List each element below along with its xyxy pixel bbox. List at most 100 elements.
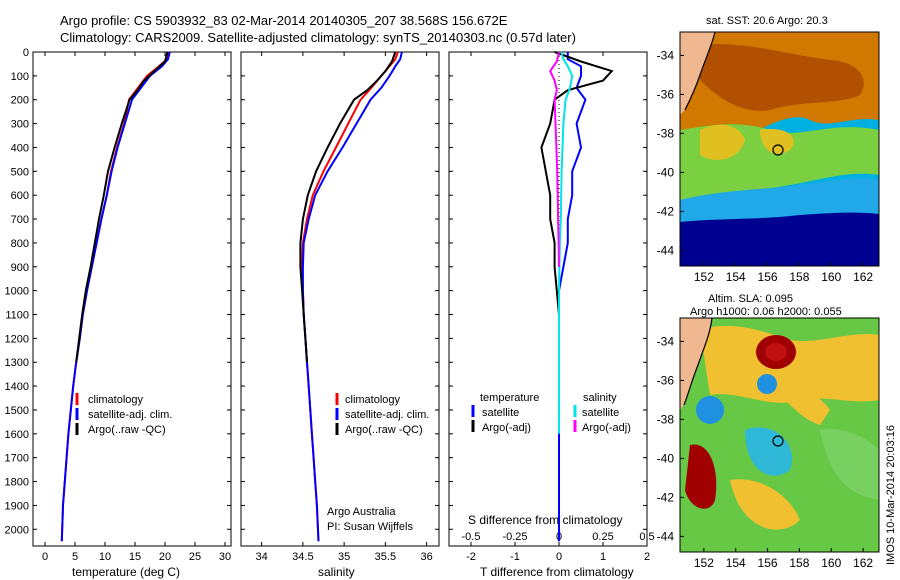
x-tick-label: 35.5	[375, 551, 396, 563]
series-line-argo-raw-qc-	[299, 51, 397, 363]
map-x-tick-label: 156	[758, 270, 778, 284]
legend-label-climatology: climatology	[88, 394, 144, 406]
y-tick-label: 500	[11, 166, 29, 178]
x-tick-label: 20	[159, 551, 171, 563]
map-x-tick-label: 158	[789, 270, 809, 284]
map-x-tick-label: 162	[853, 270, 873, 284]
legend-label-t-satellite: satellite	[482, 407, 519, 419]
map-y-tick-label: -40	[657, 451, 675, 465]
map-x-tick-label: 154	[726, 270, 746, 284]
map-x-tick-label: 152	[694, 556, 714, 570]
sla-map-axes: 152 154 156 158 160 162 -34 -36 -38 -40 -42 -44	[657, 334, 874, 570]
y-tick-label: 200	[11, 95, 29, 107]
salinity-legend: climatology satellite-adj. clim. Argo(..…	[327, 393, 429, 533]
temperature-xlabel: temperature (deg C)	[72, 565, 180, 579]
map-x-tick-label: 160	[821, 556, 841, 570]
series-line-temperature-satellite	[558, 52, 587, 542]
y-tick-label: 1400	[5, 381, 29, 393]
side-timestamp-label: IMOS 10-Mar-2014 20:03:16	[885, 425, 897, 565]
x-tick-label: 34.5	[292, 551, 313, 563]
difference-xlabel: T difference from climatology	[480, 565, 634, 579]
salinity-panel-frame	[240, 51, 440, 547]
sla-map-frame	[679, 317, 880, 553]
legend-label-argo: Argo(..raw -QC)	[345, 424, 423, 436]
map-x-tick-label: 160	[821, 270, 841, 284]
x-tick-label: 1	[600, 551, 606, 563]
legend-label-s-argo: Argo(-adj)	[582, 422, 631, 434]
y-tick-label: 1900	[5, 500, 29, 512]
map-x-tick-label: 154	[726, 556, 746, 570]
map-y-tick-label: -34	[657, 48, 675, 62]
x-tick-label: 36	[421, 551, 433, 563]
y-tick-label: 900	[11, 262, 29, 274]
x-tick-label: 25	[189, 551, 201, 563]
series-line-satellite-adj-clim-	[60, 51, 171, 542]
map-y-tick-label: -42	[657, 204, 675, 218]
y-tick-label: 100	[11, 71, 29, 83]
legend-header-salinity: salinity	[583, 392, 617, 404]
temperature-panel-frame	[32, 51, 232, 547]
y-tick-label: 1500	[5, 405, 29, 417]
x-tick-label: -2	[466, 551, 476, 563]
y-tick-label: 1800	[5, 477, 29, 489]
map-y-tick-label: -36	[657, 373, 675, 387]
legend-label-t-argo: Argo(-adj)	[482, 422, 531, 434]
legend-header-temperature: temperature	[480, 392, 539, 404]
x-tick-label: 15	[129, 551, 141, 563]
map-x-tick-label: 162	[853, 556, 873, 570]
header-title-line1: Argo profile: CS 5903932_83 02-Mar-2014 …	[60, 13, 508, 28]
y-tick-label: 1000	[5, 286, 29, 298]
map-x-tick-label: 158	[789, 556, 809, 570]
pi-label: PI: Susan Wijffels	[327, 521, 413, 533]
y-tick-label: 1700	[5, 453, 29, 465]
x-tick-label: 30	[219, 551, 231, 563]
difference-legend: temperature salinity satellite Argo(-adj…	[471, 392, 631, 434]
y-tick-label: 700	[11, 214, 29, 226]
sst-map-axes: 152 154 156 158 160 162 -34 -36 -38 -40 -42 -44	[657, 48, 874, 284]
x-tick-label: 35	[338, 551, 350, 563]
y-tick-label: 1200	[5, 333, 29, 345]
x-tick-label: 34	[256, 551, 268, 563]
sla-map-title-2: Argo h1000: 0.06 h2000: 0.055	[690, 306, 842, 318]
header-title-line2: Climatology: CARS2009. Satellite-adjuste…	[60, 30, 576, 45]
map-y-tick-label: -44	[657, 529, 675, 543]
map-y-tick-label: -42	[657, 490, 675, 504]
map-y-tick-label: -44	[657, 243, 675, 257]
temperature-legend: climatology satellite-adj. clim. Argo(..…	[75, 393, 172, 436]
x-tick-label: 2	[644, 551, 650, 563]
top-tick-label: -0.5	[462, 531, 481, 543]
sla-map-image	[680, 318, 879, 552]
map-x-tick-label: 156	[758, 556, 778, 570]
series-line-salinity-argo-adj-	[549, 51, 560, 267]
series-line-climatology	[60, 51, 170, 542]
top-tick-label: 0.25	[592, 531, 613, 543]
y-tick-label: 400	[11, 142, 29, 154]
sst-map-image	[680, 32, 879, 266]
legend-label-satellite: satellite-adj. clim.	[88, 409, 172, 421]
y-tick-label: 800	[11, 238, 29, 250]
sla-map-title-1: Altim. SLA: 0.095	[708, 293, 793, 305]
x-tick-label: 10	[99, 551, 111, 563]
legend-label-argo: Argo(..raw -QC)	[88, 424, 166, 436]
salinity-xlabel: salinity	[318, 565, 355, 579]
y-tick-label: 0	[23, 47, 29, 59]
salinity-plot: 34 34.5 35 35.5 36	[241, 51, 439, 563]
sst-map-title: sat. SST: 20.6 Argo: 20.3	[706, 15, 828, 27]
series-line-salinity-satellite	[558, 51, 574, 434]
difference-top-xlabel: S difference from climatology	[468, 513, 623, 527]
series-line-temperature-argo-adj-	[540, 51, 614, 363]
map-y-tick-label: -38	[657, 412, 675, 426]
legend-label-climatology: climatology	[345, 394, 401, 406]
series-line-climatology	[301, 51, 399, 542]
map-y-tick-label: -38	[657, 126, 675, 140]
legend-label-satellite: satellite-adj. clim.	[345, 409, 429, 421]
map-y-tick-label: -36	[657, 87, 675, 101]
top-tick-label: -0.25	[502, 531, 527, 543]
y-tick-label: 600	[11, 190, 29, 202]
argo-australia-label: Argo Australia	[327, 506, 396, 518]
map-y-tick-label: -40	[657, 165, 675, 179]
series-line-argo-raw-qc-	[75, 51, 169, 363]
difference-panel-frame	[448, 51, 648, 547]
